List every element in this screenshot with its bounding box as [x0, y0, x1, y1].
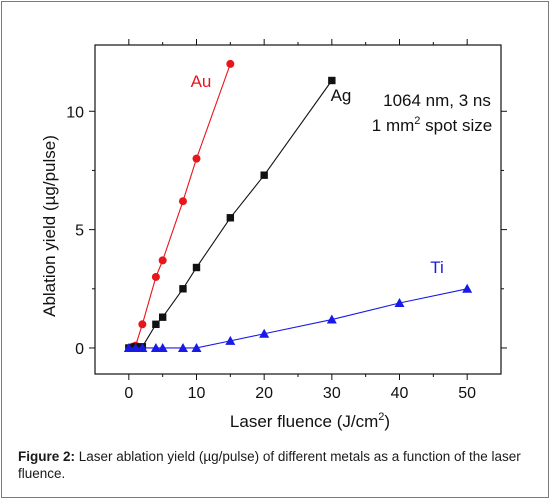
annotation-line-1: 1064 nm, 3 ns — [383, 91, 491, 110]
data-point-ag — [226, 214, 235, 222]
data-point-au — [158, 256, 167, 265]
data-point-ti — [123, 342, 134, 352]
x-axis-label-main: Laser fluence (J/cm — [230, 412, 378, 431]
y-tick-label: 10 — [66, 104, 84, 121]
x-tick-label: 10 — [188, 385, 206, 402]
series-line-au — [132, 63, 231, 348]
data-point-ti — [259, 328, 270, 338]
y-axis-label: Ablation yield (µg/pulse) — [40, 135, 59, 317]
data-point-ag — [328, 76, 336, 85]
data-point-ti — [177, 342, 188, 352]
y-tick-label: 5 — [75, 223, 84, 240]
x-tick-label: 40 — [391, 385, 409, 402]
data-point-ag — [192, 263, 201, 272]
x-tick-label: 0 — [124, 385, 133, 402]
data-point-ag — [260, 171, 268, 179]
data-point-au — [151, 272, 160, 281]
data-point-ti — [326, 314, 337, 324]
data-point-ti — [137, 342, 148, 352]
data-point-ag — [152, 320, 160, 328]
data-point-ti — [191, 342, 202, 352]
series-line-ti — [128, 288, 468, 349]
x-axis-label-sup: 2 — [378, 411, 384, 423]
axis-ticks: 0 10 20 30 40 50 0 5 10 — [66, 39, 507, 402]
annotation-line-2-main: 1 mm — [372, 116, 415, 135]
data-point-ti — [225, 335, 236, 345]
series-ti — [123, 283, 473, 352]
annotation-line-2: 1 mm2 spot size — [372, 115, 492, 135]
x-axis-label-end: ) — [384, 412, 390, 431]
data-point-ti — [130, 342, 141, 352]
series-labels: Au Ag Ti — [191, 72, 444, 277]
chart: 0 10 20 30 40 50 0 5 10 Au Ag Ti Ablation yield (µ… — [40, 39, 507, 431]
data-point-au — [138, 320, 147, 329]
data-point-ag — [158, 313, 167, 321]
series-label-ti: Ti — [430, 258, 444, 277]
y-tick-label: 0 — [75, 341, 84, 358]
figure-caption: Figure 2: Laser ablation yield (µg/pulse… — [18, 448, 543, 482]
x-tick-label: 30 — [323, 385, 341, 402]
series-layer — [123, 59, 473, 352]
data-point-ti — [462, 283, 473, 293]
x-tick-label: 20 — [255, 385, 273, 402]
series-au — [128, 59, 235, 351]
annotation-line-2-end: spot size — [420, 116, 492, 135]
data-point-ti — [150, 342, 161, 352]
x-axis-label: Laser fluence (J/cm2) — [230, 411, 390, 431]
data-point-ti — [394, 297, 405, 307]
data-point-au — [192, 154, 201, 163]
series-label-au: Au — [191, 72, 212, 91]
data-point-au — [178, 197, 187, 206]
data-point-ti — [157, 342, 168, 352]
series-label-ag: Ag — [331, 86, 352, 105]
data-point-au — [226, 59, 235, 68]
figure-caption-label: Figure 2: — [18, 449, 76, 464]
data-point-ag — [179, 285, 187, 293]
annotation-line-2-sup: 2 — [414, 115, 420, 127]
series-ag — [125, 76, 336, 352]
figure-caption-text: Laser ablation yield (µg/pulse) of diffe… — [18, 449, 521, 481]
x-tick-label: 50 — [458, 385, 476, 402]
